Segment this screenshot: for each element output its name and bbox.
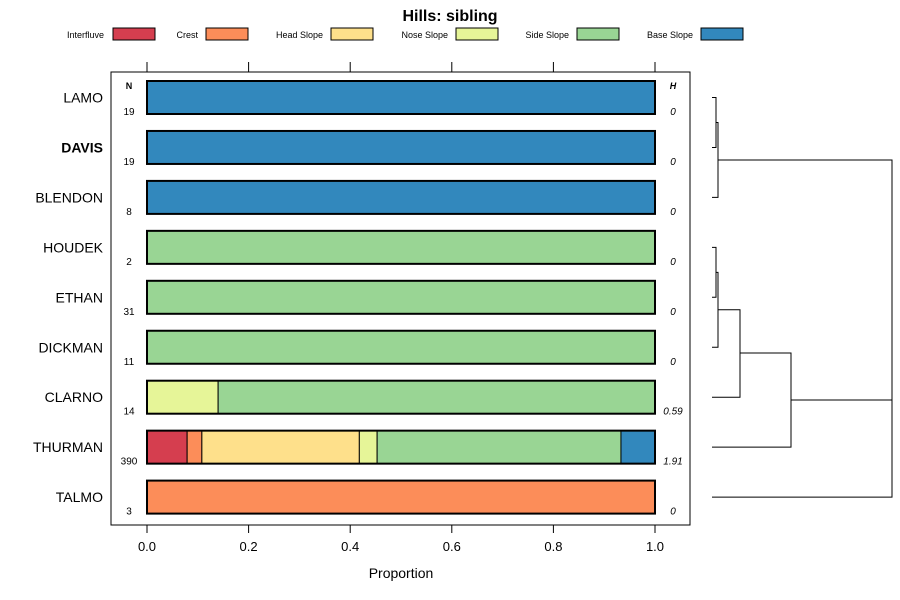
h-header: H	[670, 81, 677, 91]
row-label: DAVIS	[61, 139, 103, 155]
bar-segment	[146, 80, 656, 115]
x-tick-label: 1.0	[646, 539, 664, 554]
legend-label: Side Slope	[525, 30, 569, 40]
dendrogram-branch	[712, 97, 717, 148]
legend-swatch	[455, 27, 499, 41]
row-label: CLARNO	[45, 389, 103, 405]
dendrogram	[712, 97, 893, 498]
bar-outline	[146, 279, 656, 315]
row-ethan: ETHAN 31 0	[56, 279, 676, 318]
bar-outline	[146, 429, 656, 465]
dendrogram-branch	[712, 352, 792, 448]
n-value: 390	[121, 457, 138, 468]
h-value: 0	[670, 107, 676, 118]
legend: Interfluve Crest Head Slope Nose Slope Side …	[67, 27, 744, 41]
x-tick-label: 0.0	[138, 539, 156, 554]
row-clarno: CLARNO 14 0.59	[45, 379, 683, 418]
bar-outline	[146, 179, 656, 215]
row-houdek: HOUDEK 2 0	[43, 229, 676, 268]
legend-swatch	[205, 27, 249, 41]
bar-segment	[146, 280, 656, 315]
bar-outline	[146, 379, 656, 415]
x-tick-label: 0.8	[544, 539, 562, 554]
row-label: LAMO	[63, 90, 103, 106]
n-value: 14	[123, 407, 135, 418]
bar-segment	[146, 480, 656, 515]
bar-outline	[146, 229, 656, 265]
x-axis: 0.0 0.2 0.4 0.6 0.8 1.0	[138, 525, 664, 554]
row-label: HOUDEK	[43, 239, 104, 255]
bar-segment	[146, 430, 188, 465]
h-value: 0	[670, 257, 676, 268]
bar-segment	[146, 330, 656, 365]
n-value: 31	[123, 307, 135, 318]
bar-segment	[358, 430, 378, 465]
n-value: 2	[126, 257, 132, 268]
row-lamo: LAMO 19 0	[63, 80, 676, 118]
bar-outline	[146, 479, 656, 515]
row-label: THURMAN	[33, 439, 103, 455]
bar-outline	[146, 329, 656, 365]
h-value: 0	[670, 507, 676, 518]
n-value: 19	[123, 107, 135, 118]
legend-label: Crest	[176, 30, 198, 40]
bar-segment	[186, 430, 203, 465]
bar-segment	[376, 430, 622, 465]
row-davis: DAVIS 19 0	[61, 129, 676, 168]
h-value: 0	[670, 307, 676, 318]
h-value: 0.59	[663, 407, 683, 418]
n-value: 19	[123, 157, 135, 168]
bar-segment	[201, 430, 360, 465]
x-axis-label: Proportion	[369, 565, 434, 581]
bar-outline	[146, 129, 656, 165]
x-tick-label: 0.6	[443, 539, 461, 554]
bar-rows: LAMO 19 0 DAVIS 19 0 BLENDON 8 0 HOUDEK 2 0 ETHAN 31 0…	[33, 80, 683, 518]
legend-label: Interfluve	[67, 30, 104, 40]
bar-segment	[620, 430, 656, 465]
h-value: 0	[670, 207, 676, 218]
row-talmo: TALMO 3 0	[56, 479, 676, 518]
row-label: ETHAN	[56, 289, 103, 305]
legend-label: Head Slope	[276, 30, 323, 40]
row-blendon: BLENDON 8 0	[35, 179, 676, 218]
dendrogram-branch	[712, 271, 719, 348]
h-value: 0	[670, 357, 676, 368]
bar-outline	[146, 80, 656, 115]
bar-segment	[146, 180, 656, 215]
n-value: 3	[126, 507, 132, 518]
legend-swatch	[112, 27, 156, 41]
dendrogram-branch	[712, 246, 717, 298]
x-tick-label: 0.4	[341, 539, 359, 554]
row-dickman: DICKMAN 11 0	[38, 329, 676, 368]
bar-segment	[146, 380, 219, 415]
h-value: 0	[670, 157, 676, 168]
legend-label: Nose Slope	[401, 30, 448, 40]
legend-swatch	[330, 27, 374, 41]
n-value: 11	[124, 357, 135, 368]
plot-frame	[110, 71, 691, 526]
n-value: 8	[126, 207, 132, 218]
x-tick-label: 0.2	[240, 539, 258, 554]
chart-title: Hills: sibling	[402, 8, 497, 25]
legend-swatch	[700, 27, 744, 41]
legend-label: Base Slope	[647, 30, 693, 40]
dendrogram-branch	[712, 159, 893, 498]
bar-segment	[146, 230, 656, 265]
dendrogram-branch	[712, 121, 719, 198]
row-label: DICKMAN	[38, 339, 103, 355]
bar-segment	[146, 130, 656, 165]
top-axis-ticks	[146, 62, 656, 72]
row-label: BLENDON	[35, 189, 103, 205]
h-value: 1.91	[663, 457, 682, 468]
row-label: TALMO	[56, 489, 103, 505]
n-header: N	[126, 81, 133, 91]
bar-segment	[217, 380, 656, 415]
row-thurman: THURMAN 390 1.91	[33, 429, 683, 468]
dendrogram-branch	[712, 309, 741, 398]
legend-swatch	[576, 27, 620, 41]
